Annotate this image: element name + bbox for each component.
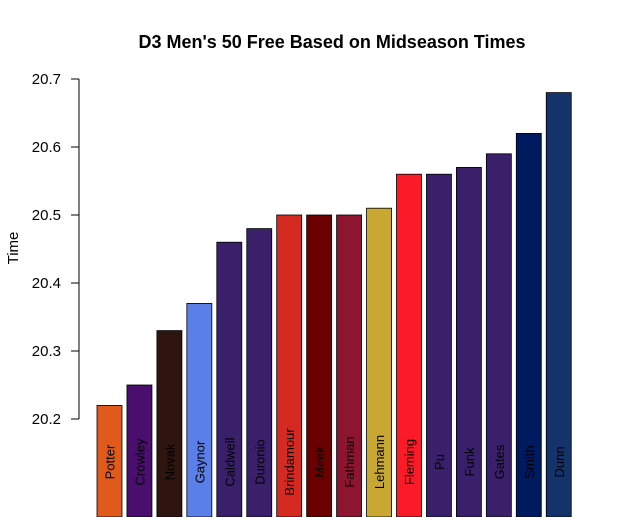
bar-meek bbox=[306, 214, 333, 517]
bar-gates bbox=[485, 153, 512, 517]
y-tick-label: 20.3 bbox=[32, 343, 61, 360]
bar-labels: Potter Crowley Novak Gaynor Caldwell Duronio B… bbox=[103, 428, 567, 496]
bar-label-caldwell: Caldwell bbox=[222, 437, 237, 486]
bar-gaynor bbox=[186, 302, 213, 517]
bar-label-fathman: Fathman bbox=[342, 436, 357, 487]
bar-duronio bbox=[246, 228, 273, 517]
bar-label-meek: Meek bbox=[312, 446, 327, 478]
y-tick-label: 20.7 bbox=[32, 71, 61, 88]
bar-funk bbox=[455, 166, 482, 517]
bar-label-brindamour: Brindamour bbox=[282, 428, 297, 496]
bar-novak bbox=[156, 330, 183, 517]
bar-crowley bbox=[126, 384, 153, 517]
bar-label-potter: Potter bbox=[103, 444, 118, 479]
bar-label-crowley: Crowley bbox=[132, 438, 147, 485]
bar-fleming bbox=[396, 173, 422, 517]
bar-label-novak: Novak bbox=[162, 443, 177, 480]
bar-label-pu: Pu bbox=[432, 454, 447, 470]
chart-title: D3 Men's 50 Free Based on Midseason Time… bbox=[138, 32, 525, 52]
bar-label-lehmann: Lehmann bbox=[372, 435, 387, 489]
y-tick-label: 20.4 bbox=[32, 275, 61, 292]
bar-label-gates: Gates bbox=[492, 444, 507, 479]
bar-label-smith: Smith bbox=[522, 445, 537, 478]
y-axis-label: Time bbox=[5, 232, 22, 265]
bar-pu bbox=[426, 173, 452, 517]
bar-caldwell bbox=[216, 241, 243, 517]
bar-label-funk: Funk bbox=[462, 447, 477, 476]
y-tick-label: 20.6 bbox=[32, 139, 61, 156]
bar-label-duronio: Duronio bbox=[252, 439, 267, 485]
bar-label-fleming: Fleming bbox=[402, 439, 417, 485]
y-axis: 20.2 20.3 20.4 20.5 20.6 20.7 bbox=[32, 71, 80, 428]
bars bbox=[96, 92, 572, 517]
bar-label-dunn: Dunn bbox=[552, 446, 567, 477]
bar-dunn bbox=[545, 92, 572, 517]
bar-label-gaynor: Gaynor bbox=[192, 440, 207, 483]
bar-fathman bbox=[336, 214, 363, 517]
bar-lehmann bbox=[366, 207, 392, 517]
bar-smith bbox=[515, 132, 542, 517]
y-tick-label: 20.2 bbox=[32, 411, 61, 428]
bar-brindamour bbox=[276, 214, 303, 517]
y-tick-label: 20.5 bbox=[32, 207, 61, 224]
